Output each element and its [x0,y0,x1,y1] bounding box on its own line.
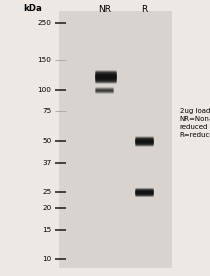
Bar [59,11,172,268]
Text: R: R [141,5,147,14]
Text: NR: NR [98,5,112,14]
Text: 10: 10 [42,256,51,262]
Text: 100: 100 [38,87,51,93]
Text: 150: 150 [38,57,51,63]
Text: 75: 75 [42,108,51,114]
Text: 15: 15 [42,227,51,233]
Text: kDa: kDa [23,4,42,13]
Text: 2ug loading
NR=Non-
reduced
R=reduced: 2ug loading NR=Non- reduced R=reduced [180,108,210,138]
Text: 20: 20 [42,205,51,211]
Text: 50: 50 [42,138,51,144]
Text: 250: 250 [38,20,51,26]
Text: 25: 25 [42,189,51,195]
Text: 37: 37 [42,160,51,166]
